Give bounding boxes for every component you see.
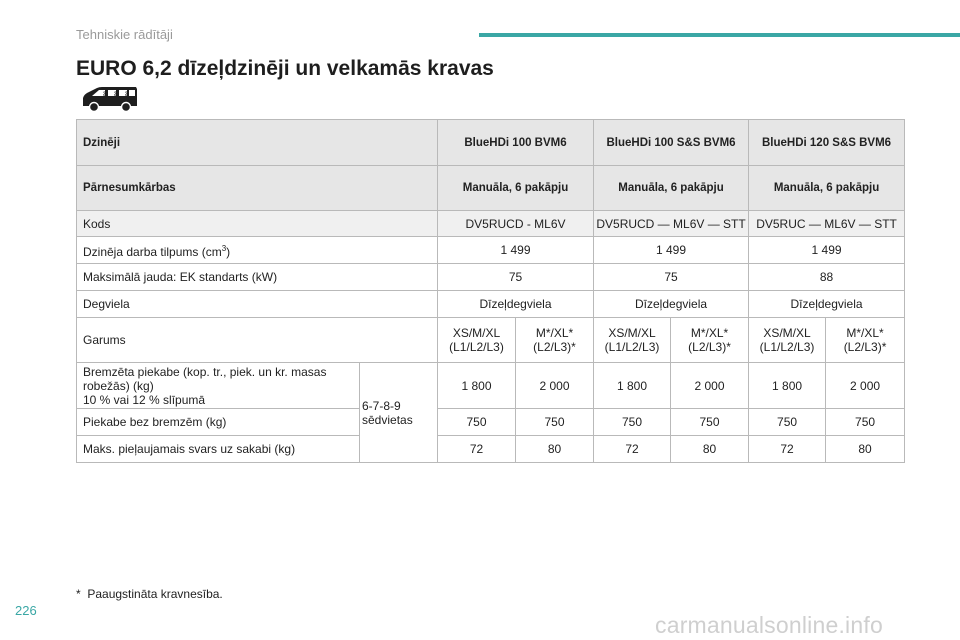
table-cell: 80 [670, 435, 750, 463]
label-text: ) [226, 244, 231, 259]
row-label: Piekabe bez bremzēm (kg) [76, 408, 360, 436]
noseweight-row: Maks. pieļaujamais svars uz sakabi (kg) … [76, 435, 906, 463]
table-cell: 80 [514, 435, 595, 463]
table-cell: 1 800 [437, 362, 516, 409]
table-cell: DV5RUCD - ML6V [436, 210, 595, 237]
seats-cell: 6-7-8-9 sēdvietas [359, 362, 438, 463]
table-cell: DV5RUC — ML6V — STT [748, 210, 906, 237]
watermark: carmanualsonline.info [655, 612, 883, 638]
table-cell: BlueHDi 100 BVM6 [436, 119, 595, 166]
braked-trailer-row: Bremzēta piekabe (kop. tr., piek. un kr.… [76, 362, 906, 463]
svg-text:2: 2 [103, 92, 106, 98]
engine-spec-table: Dzinēji BlueHDi 100 BVM6 BlueHDi 100 S&S… [76, 119, 906, 463]
table-cell: Manuāla, 6 pakāpju [593, 165, 750, 211]
table-cell: 1 499 [593, 236, 750, 264]
table-cell: Dīzeļdegviela [748, 290, 906, 318]
table-cell: Manuāla, 6 pakāpju [748, 165, 906, 211]
seats-count: 6-7-8-9 [362, 398, 401, 413]
table-cell: 75 [593, 263, 750, 291]
table-cell: M*/XL* (L2/L3)* [514, 317, 595, 363]
table-cell: 2 000 [514, 362, 595, 409]
engines-row: Dzinēji BlueHDi 100 BVM6 BlueHDi 100 S&S… [76, 119, 906, 166]
table-cell: BlueHDi 100 S&S BVM6 [593, 119, 750, 166]
page-title: EURO 6,2 dīzeļdzinēji un velkamās kravas [76, 57, 494, 80]
table-cell: Manuāla, 6 pakāpju [436, 165, 595, 211]
row-label: Maks. pieļaujamais svars uz sakabi (kg) [76, 435, 360, 463]
fuel-row: Degviela Dīzeļdegviela Dīzeļdegviela Dīz… [76, 290, 906, 318]
footnote-text: Paaugstināta kravnesība. [87, 587, 223, 601]
table-cell: 750 [514, 408, 595, 436]
table-cell: 72 [437, 435, 516, 463]
table-cell: 750 [437, 408, 516, 436]
table-cell: 80 [825, 435, 906, 463]
table-cell: 2 000 [670, 362, 750, 409]
table-cell: 750 [748, 408, 827, 436]
table-cell: 1 800 [593, 362, 672, 409]
page-number: 226 [15, 603, 37, 618]
table-cell: 72 [748, 435, 827, 463]
row-label: Bremzēta piekabe (kop. tr., piek. un kr.… [76, 362, 360, 409]
table-cell: 75 [436, 263, 595, 291]
svg-text:2: 2 [114, 92, 117, 98]
table-cell: M*/XL* (L2/L3)* [670, 317, 750, 363]
table-cell: XS/M/XL (L1/L2/L3) [748, 317, 827, 363]
label-superscript: 3 [221, 243, 227, 253]
row-label: Pārnesumkārbas [76, 165, 438, 211]
table-cell: M*/XL* (L2/L3)* [825, 317, 906, 363]
table-cell: 88 [748, 263, 906, 291]
van-icon: 2 2 2 [83, 87, 137, 113]
table-cell: 750 [825, 408, 906, 436]
code-row: Kods DV5RUCD - ML6V DV5RUCD — ML6V — STT… [76, 210, 906, 237]
gearbox-row: Pārnesumkārbas Manuāla, 6 pakāpju Manuāl… [76, 165, 906, 211]
row-label: Maksimālā jauda: EK standarts (kW) [76, 263, 438, 291]
table-cell: 750 [670, 408, 750, 436]
row-label: Degviela [76, 290, 438, 318]
table-cell: Dīzeļdegviela [436, 290, 595, 318]
svg-text:2: 2 [125, 92, 128, 98]
row-label: Dzinēji [76, 119, 438, 166]
table-cell: BlueHDi 120 S&S BVM6 [748, 119, 906, 166]
label-text: Dzinēja darba tilpums (cm [83, 244, 222, 259]
seats-label: sēdvietas [362, 412, 413, 427]
table-cell: Dīzeļdegviela [593, 290, 750, 318]
header-accent-bar [479, 33, 960, 37]
power-row: Maksimālā jauda: EK standarts (kW) 75 75… [76, 263, 906, 291]
table-cell: 1 499 [436, 236, 595, 264]
table-cell: 72 [593, 435, 672, 463]
length-row: Garums XS/M/XL (L1/L2/L3) M*/XL* (L2/L3)* … [76, 317, 906, 363]
footnote: * Paaugstināta kravnesība. [76, 587, 223, 601]
table-cell: 2 000 [825, 362, 906, 409]
table-cell: DV5RUCD — ML6V — STT [593, 210, 750, 237]
table-cell: 1 800 [748, 362, 827, 409]
row-label: Garums [76, 317, 438, 363]
footnote-marker: * [76, 587, 81, 601]
section-label: Tehniskie rādītāji [76, 27, 173, 42]
table-cell: XS/M/XL (L1/L2/L3) [437, 317, 516, 363]
table-cell: 750 [593, 408, 672, 436]
capacity-row: Dzinēja darba tilpums (cm3) 1 499 1 499 … [76, 236, 906, 264]
row-label: Dzinēja darba tilpums (cm3) [76, 236, 438, 264]
table-cell: XS/M/XL (L1/L2/L3) [593, 317, 672, 363]
table-cell: 1 499 [748, 236, 906, 264]
row-label: Kods [76, 210, 438, 237]
unbraked-trailer-row: Piekabe bez bremzēm (kg) 750 750 750 750… [76, 408, 906, 436]
